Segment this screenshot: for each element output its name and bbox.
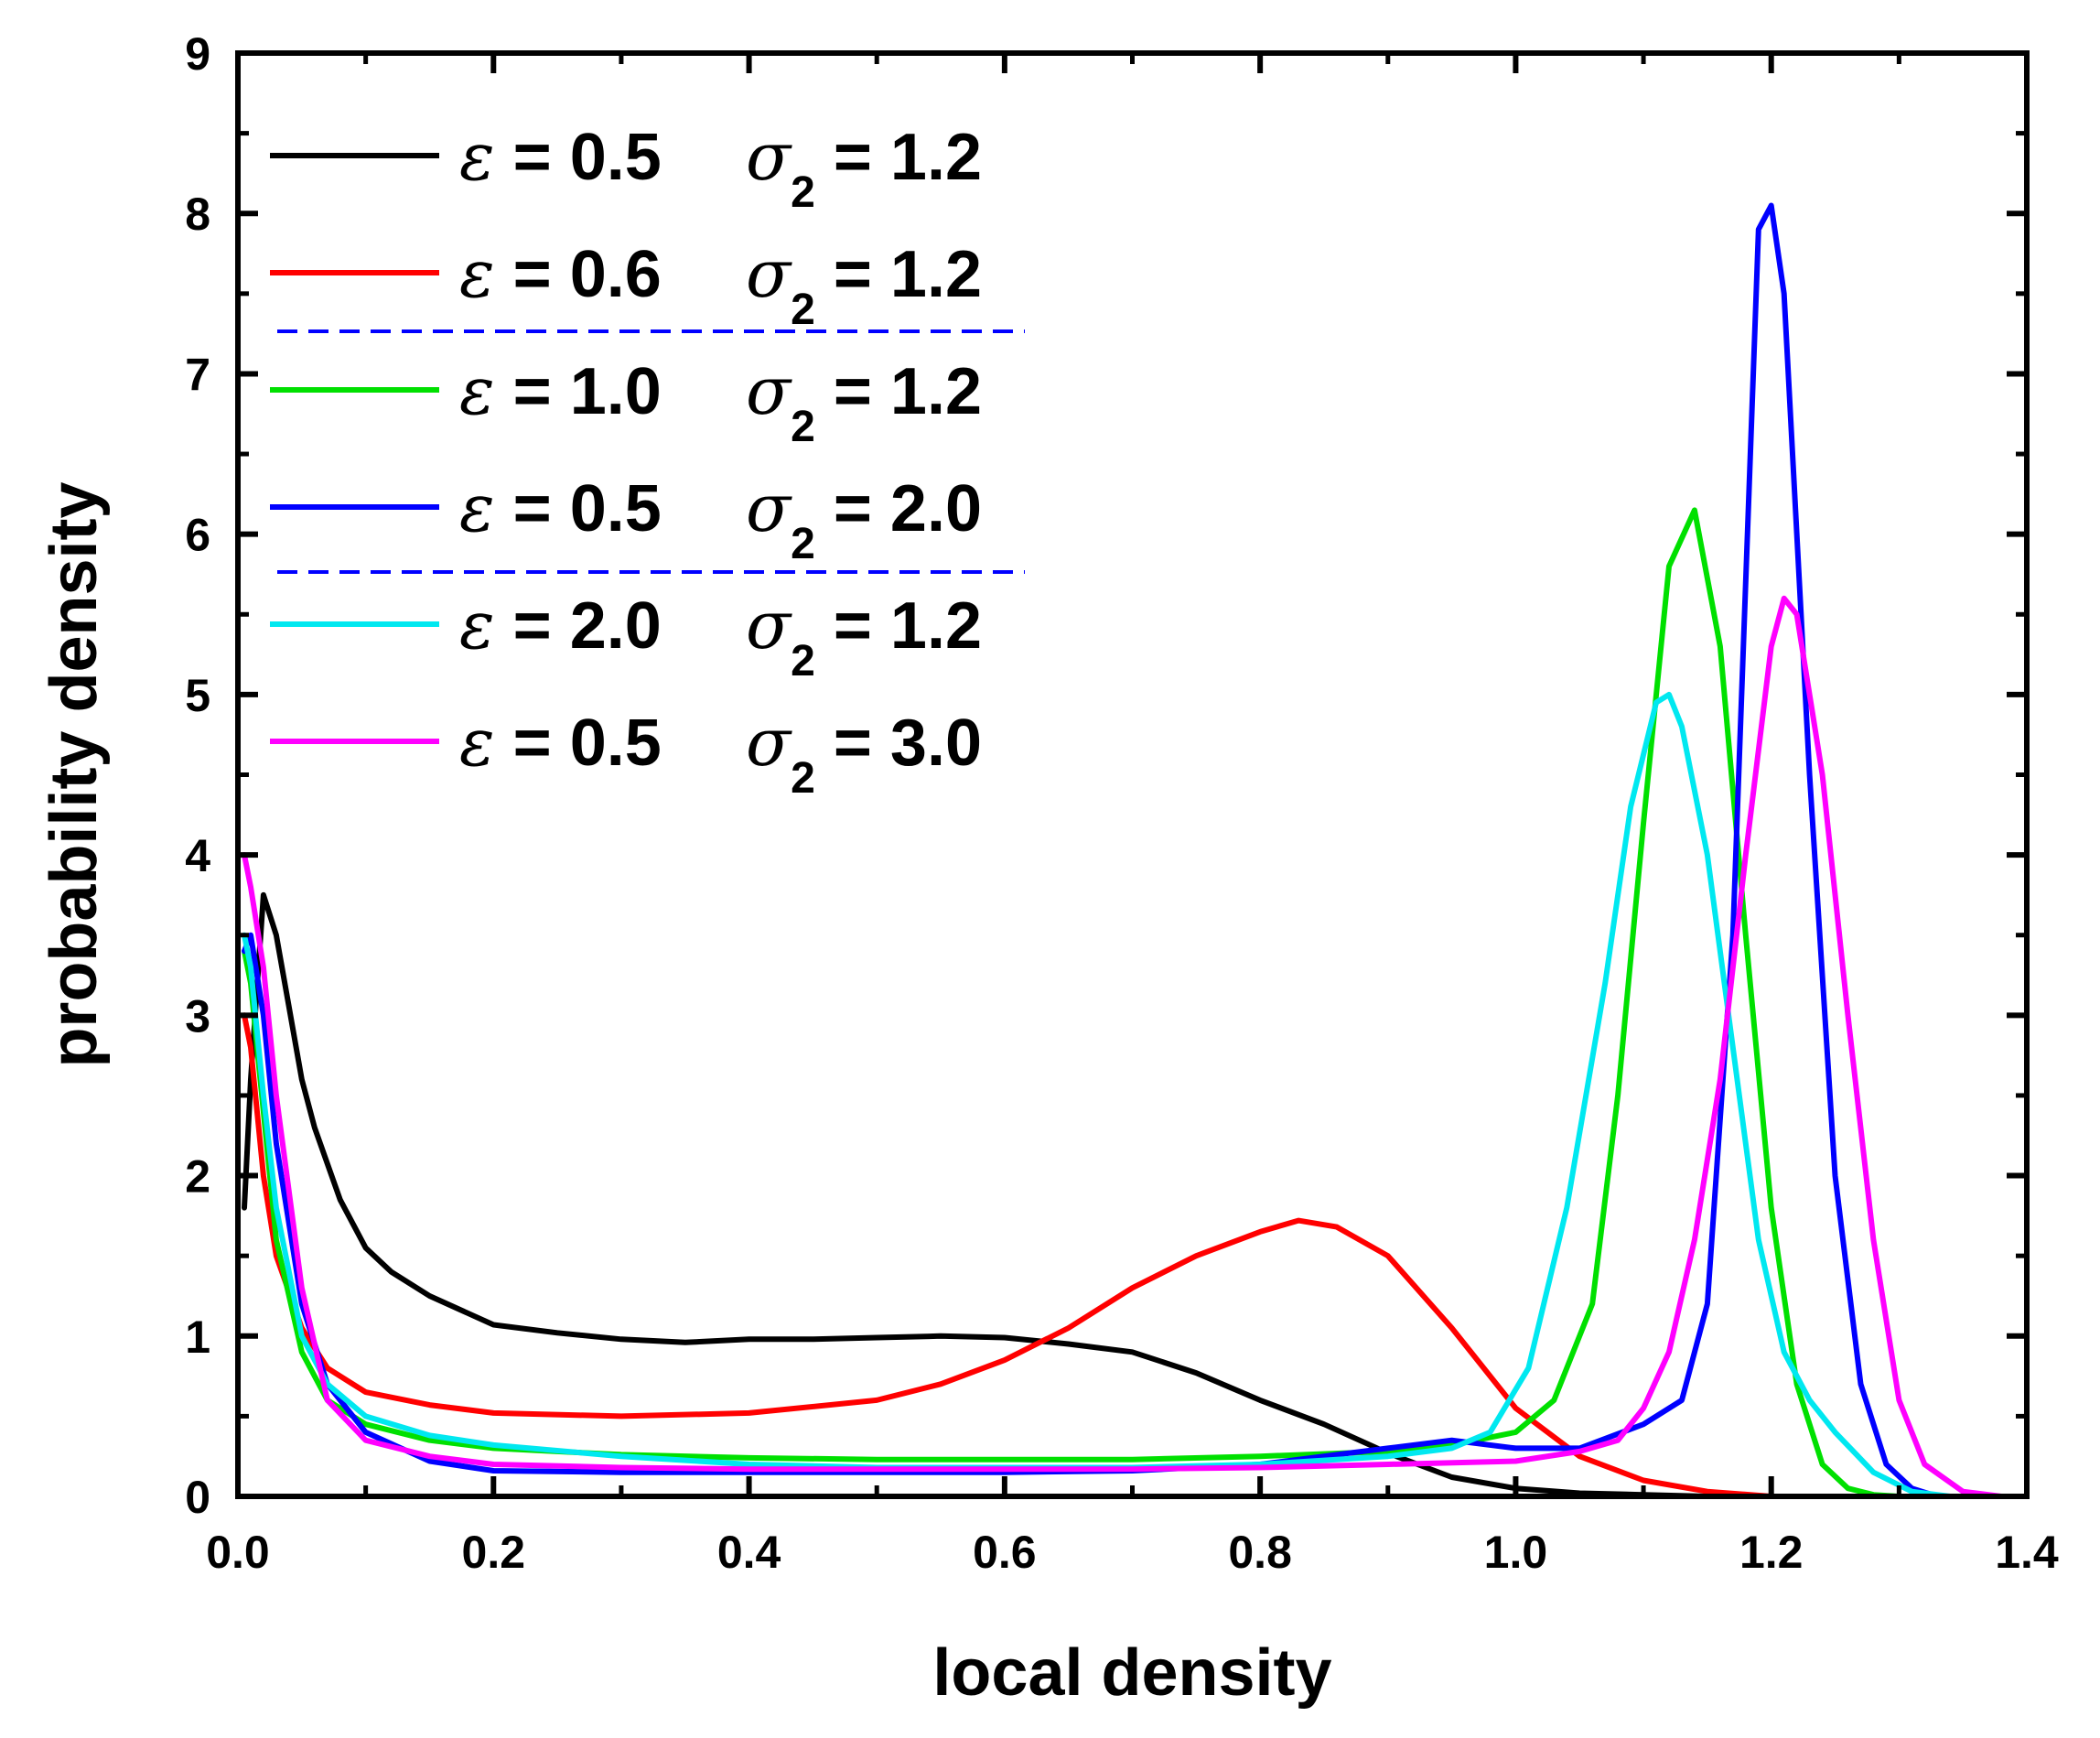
- x-tick-label: 0.4: [717, 1527, 781, 1578]
- y-tick-label: 3: [185, 990, 210, 1042]
- x-tick-label: 0.8: [1228, 1527, 1292, 1578]
- x-tick-label: 0.6: [973, 1527, 1037, 1578]
- series-line-6: [242, 595, 2005, 1499]
- legend-item-3: ε = 1.0 σ2 = 1.2: [270, 352, 982, 451]
- y-tick-label: 9: [185, 28, 210, 80]
- y-axis-title: probability density: [38, 481, 111, 1067]
- legend-item-2: ε = 0.6 σ2 = 1.2: [270, 235, 982, 334]
- legend-item-6: ε = 0.5 σ2 = 3.0: [270, 704, 982, 803]
- x-axis-title: local density: [932, 1636, 1331, 1710]
- y-tick-label: 6: [185, 510, 210, 561]
- y-axis: 0 1 2 3 4 5 6 7 8 9: [185, 28, 2027, 1523]
- y-tick-label: 0: [185, 1472, 210, 1523]
- y-tick-label: 8: [185, 189, 210, 240]
- y-tick-label: 1: [185, 1312, 210, 1363]
- y-tick-label: 7: [185, 349, 210, 400]
- legend-epsilon-label: ε = 1.0: [459, 352, 662, 429]
- x-axis: 0.0 0.2 0.4 0.6 0.8 1.0 1.2 1.4: [206, 53, 2059, 1578]
- legend-sigma-label: σ2 = 2.0: [746, 470, 982, 568]
- y-tick-label: 5: [185, 670, 210, 721]
- series-line-2: [242, 1012, 1774, 1499]
- legend-item-5: ε = 2.0 σ2 = 1.2: [270, 587, 982, 685]
- x-tick-label: 1.4: [1995, 1527, 2059, 1578]
- series-line-1: [242, 891, 1774, 1499]
- legend-item-1: ε = 0.5 σ2 = 1.2: [270, 118, 982, 217]
- legend-sigma-label: σ2 = 1.2: [746, 352, 982, 451]
- legend-item-4: ε = 0.5 σ2 = 2.0: [270, 470, 982, 568]
- legend-epsilon-label: ε = 0.5: [459, 118, 662, 195]
- legend-sigma-label: σ2 = 1.2: [746, 235, 982, 334]
- y-tick-label: 2: [185, 1151, 210, 1203]
- legend: ε = 0.5 σ2 = 1.2 ε = 0.6 σ2 = 1.2 ε = 1.0 σ2 …: [270, 118, 1025, 803]
- series-line-5: [242, 691, 1954, 1499]
- plot-area: [242, 202, 2005, 1499]
- legend-sigma-label: σ2 = 3.0: [746, 704, 982, 803]
- legend-epsilon-label: ε = 2.0: [459, 587, 662, 664]
- legend-epsilon-label: ε = 0.5: [459, 470, 662, 546]
- legend-sigma-label: σ2 = 1.2: [746, 587, 982, 685]
- x-tick-label: 1.0: [1484, 1527, 1548, 1578]
- x-tick-label: 1.2: [1739, 1527, 1804, 1578]
- y-tick-label: 4: [185, 830, 210, 881]
- x-tick-label: 0.0: [206, 1527, 270, 1578]
- legend-epsilon-label: ε = 0.6: [459, 235, 662, 312]
- x-tick-label: 0.2: [462, 1527, 526, 1578]
- legend-sigma-label: σ2 = 1.2: [746, 118, 982, 217]
- legend-epsilon-label: ε = 0.5: [459, 704, 662, 781]
